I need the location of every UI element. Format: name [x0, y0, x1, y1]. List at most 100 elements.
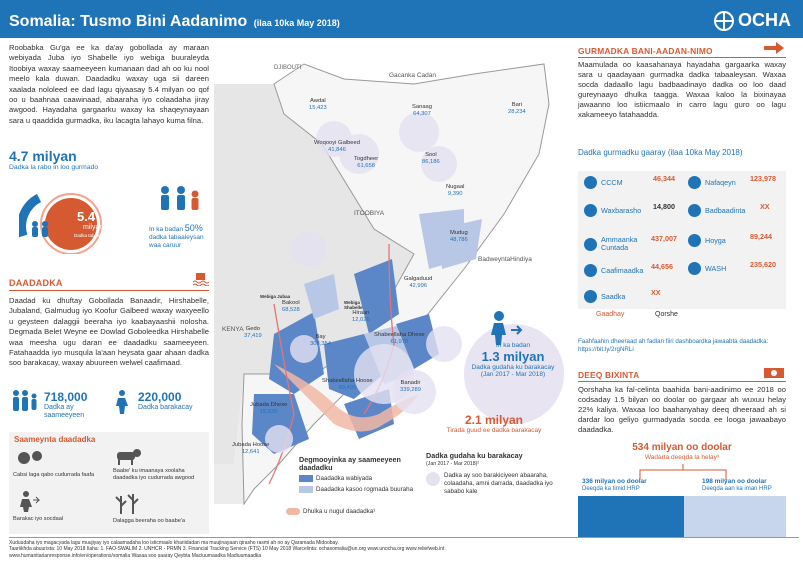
- region-name: Sanaag: [412, 104, 432, 110]
- cluster-wash: WASH: [688, 262, 726, 275]
- region-value: 68,528: [282, 307, 300, 313]
- health-label: Caafimaadka: [601, 266, 644, 275]
- wash-icon: [688, 262, 701, 275]
- wash-label: WASH: [705, 264, 727, 273]
- region-togdheer: Togdheer 61,658: [354, 156, 378, 170]
- funding-chart: 534 milyan oo doolar Wadarta deeqda la h…: [578, 442, 786, 538]
- cluster-education: Waxbarasho: [584, 204, 641, 217]
- education-icon: [584, 204, 597, 217]
- shelter-value: 89,244: [750, 231, 772, 241]
- legend-planned: Qorshe: [655, 311, 678, 318]
- affected-label-a: Dadka ay: [44, 404, 74, 411]
- cluster-food-security: Ammaanka Cuntada: [584, 236, 648, 252]
- region-name: Awdal: [310, 98, 326, 104]
- flood-prone-area: [274, 364, 419, 432]
- funding-bracket: [639, 464, 727, 480]
- region-nugaal: Nugaal 9,390: [446, 184, 464, 198]
- children-icon: [161, 186, 199, 210]
- dashboard-link[interactable]: Faahfaahin dheeraad ah fadlan fiiri dash…: [578, 338, 769, 353]
- legend-swatch-riverine: [299, 475, 313, 482]
- idp-bubble-large: [464, 324, 564, 424]
- response-heading: GURMADKA BANI-AADAN-NIMO: [578, 46, 713, 56]
- flood-heading: DAADADKA: [9, 278, 63, 288]
- label-djibouti: DJIBOUTI: [274, 65, 302, 71]
- idp-total-value: 2.1 milyan: [464, 413, 524, 427]
- pct-label-a: In ka badan: [149, 226, 183, 233]
- cluster-protection: Badbaadinta: [688, 204, 745, 217]
- population-ring: [19, 193, 102, 254]
- idp-value: 1.3 milyan: [481, 349, 545, 364]
- region-name: Mudug: [450, 230, 468, 236]
- region-name: Shabeellaha Dhexe: [374, 332, 425, 338]
- response-sub: Dadka gurmadku gaaray (ilaa 10ka May 201…: [578, 148, 743, 157]
- region-jubada-dhexe: Jubada Dhexe 15,530: [250, 402, 287, 416]
- people-in-need-block: 4.7 milyan Dadka la rabo in loo gurmado …: [9, 148, 209, 260]
- region-name: Galgaduud: [404, 276, 433, 282]
- food-security-value: 437,007: [651, 233, 677, 243]
- arrow-right-icon: [764, 42, 784, 54]
- region-value: 64,307: [413, 111, 431, 117]
- region-mudug: Mudug 48,786: [450, 230, 468, 244]
- funding-heading-rule: [578, 381, 786, 382]
- displaced-label: Dadka barakacay: [138, 404, 193, 411]
- region-value: 48,786: [450, 237, 468, 243]
- impacts-heading: Saameynta daadadka: [14, 435, 96, 444]
- displacement-icon: [20, 491, 41, 512]
- funding-hrp: 336 milyan oo doolar: [582, 478, 647, 485]
- money-icon: [764, 368, 784, 378]
- ocha-logo: OCHA: [714, 10, 791, 31]
- region-name: Hiraan: [352, 310, 370, 316]
- protection-icon: [688, 204, 701, 217]
- food-security-icon: [584, 237, 597, 251]
- region-name: Nugaal: [446, 184, 465, 190]
- region-bay: Bay 308,354: [310, 334, 331, 348]
- label-kenya: KENYA: [222, 326, 244, 333]
- protection-label: Badbaadinta: [705, 206, 746, 215]
- idp-label: Dadka gudaha ku barakacay: [471, 364, 555, 371]
- region-value: 86,186: [422, 159, 440, 165]
- region-gedo: Gedo 37,419: [244, 326, 262, 340]
- cccm-icon: [584, 176, 597, 189]
- nutrition-icon: [688, 176, 701, 189]
- intro-text: Roobabka Gu'ga ee ka da'ay gobollada ay …: [9, 43, 209, 125]
- pop-unit: milyan: [83, 224, 104, 231]
- cluster-shelter: Hoyga: [688, 234, 726, 247]
- region-value: 308,354: [310, 341, 331, 347]
- idp-callout: In ka badan 1.3 milyan Dadka gudaha ku b…: [454, 342, 572, 378]
- ocha-logo-text: OCHA: [738, 10, 791, 30]
- flash-bakool: [304, 274, 339, 319]
- region-name: Togdheer: [354, 156, 379, 162]
- footer-sources: Taariikhda abuurista: 10 May 2018 Ilaha:…: [9, 546, 445, 553]
- idp-walking-icon: [491, 311, 523, 345]
- legend-reached: Gaadhay: [596, 311, 625, 318]
- pop-label: Dadka tabaaleysan: [74, 233, 113, 238]
- region-name: Shabeellaha Hoose: [322, 378, 373, 384]
- pop-value: 5.4: [77, 209, 96, 224]
- legend-riverine: Daadadka wabiyada: [316, 475, 373, 483]
- region-name: Sool: [425, 152, 437, 158]
- region-value: 41,846: [328, 147, 346, 153]
- legend-heading-a: Degmooyinka ay saameeyeen: [299, 455, 401, 464]
- somalia-flood-map: DJIBOUTI Gacanka Cadan ITOOBIYA KENYA Ba…: [214, 44, 569, 534]
- flood-text: Daadad ku dhuftay Gobollada Banaadir, Hi…: [9, 296, 209, 368]
- displaced-person-icon: [116, 390, 128, 414]
- impacts-box: Saameynta daadadka Cabsi laga qabo cudur…: [9, 432, 209, 534]
- region-bari: Bari 28,234: [508, 102, 526, 116]
- region-value: 42,996: [409, 283, 428, 289]
- flash-mudug: [439, 219, 482, 269]
- food-security-label: Ammaanka Cuntada: [601, 235, 638, 252]
- nutrition-value: 123,978: [750, 173, 776, 183]
- region-value: 15,423: [309, 105, 327, 111]
- funding-total: 534 milyan oo doolar: [632, 442, 732, 453]
- label-shabelle-river: Webiga Shabelle: [344, 300, 363, 310]
- funding-bar-hrp: [578, 496, 684, 538]
- region-name: Bari: [511, 102, 523, 108]
- education-label: Waxbarasho: [601, 206, 642, 215]
- riverine-shabelle: [396, 314, 439, 369]
- title-text: Somalia: Tusmo Bini Aadanimo: [9, 13, 248, 30]
- label-ocean: BadweyntaHindiya: [478, 256, 532, 263]
- legend-heading-b: daadadku: [299, 463, 333, 472]
- region-value: 99,495: [338, 385, 357, 391]
- region-awdal: Awdal 15,423: [309, 98, 327, 112]
